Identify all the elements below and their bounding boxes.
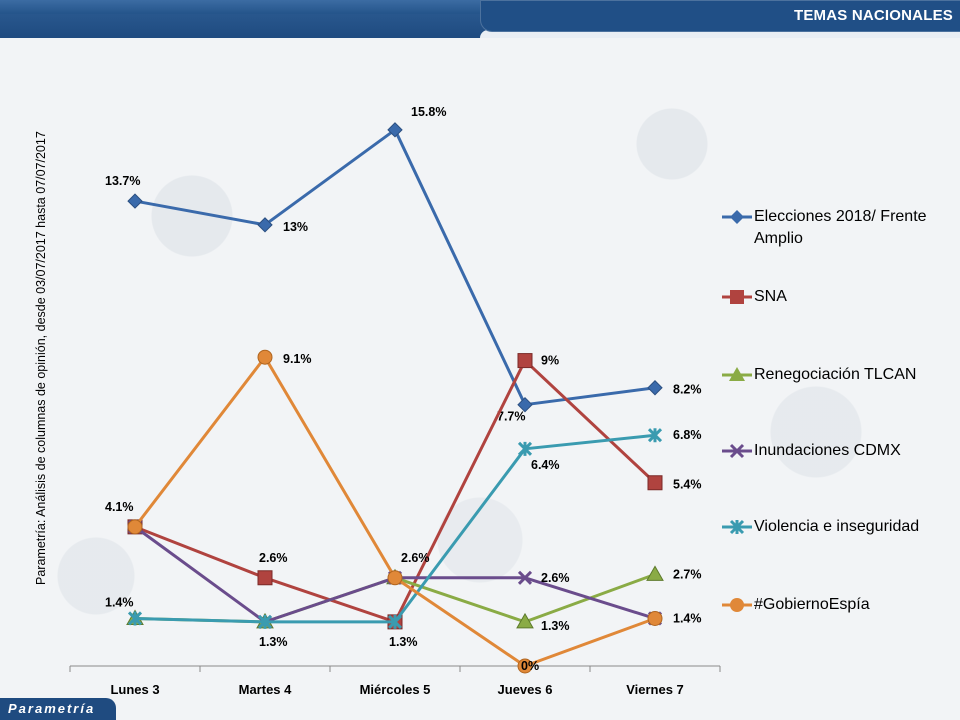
data-label: 13% bbox=[283, 220, 308, 234]
data-label: 15.8% bbox=[411, 105, 446, 119]
data-point bbox=[387, 614, 403, 629]
data-label: 1.4% bbox=[673, 611, 702, 625]
legend-label: Elecciones 2018/ Frente Amplio bbox=[754, 208, 927, 247]
series-line bbox=[134, 128, 656, 407]
legend-label: SNA bbox=[754, 288, 787, 305]
data-point bbox=[127, 611, 143, 626]
legend-label: Inundaciones CDMX bbox=[754, 442, 901, 459]
legend-label: Renegociación TLCAN bbox=[754, 366, 917, 383]
data-point bbox=[257, 614, 273, 629]
header-band-left bbox=[0, 0, 480, 14]
data-point bbox=[257, 349, 273, 365]
legend-item: Violencia e inseguridad bbox=[722, 516, 954, 538]
x-tick-label: Jueves 6 bbox=[498, 682, 553, 697]
legend-swatch bbox=[722, 210, 752, 224]
legend-item: #GobiernoEspía bbox=[722, 594, 954, 616]
data-point bbox=[517, 396, 533, 413]
legend-marker bbox=[730, 290, 744, 304]
data-label: 1.4% bbox=[105, 595, 134, 609]
data-label: 6.4% bbox=[531, 458, 560, 472]
data-point bbox=[127, 519, 143, 535]
header-title-underlay bbox=[480, 30, 960, 38]
data-point bbox=[647, 380, 663, 396]
data-label: 4.1% bbox=[105, 500, 134, 514]
legend-item: Inundaciones CDMX bbox=[722, 440, 954, 462]
legend-label: Violencia e inseguridad bbox=[754, 518, 920, 535]
data-point bbox=[517, 441, 533, 456]
page-title: TEMAS NACIONALES bbox=[793, 7, 953, 24]
data-label: 2.7% bbox=[673, 567, 702, 581]
brand-logo: Parametría bbox=[0, 698, 116, 720]
data-label: 1.3% bbox=[259, 635, 288, 649]
data-label: 1.3% bbox=[541, 619, 570, 633]
x-tick-label: Viernes 7 bbox=[626, 682, 684, 697]
data-point bbox=[647, 475, 663, 491]
data-point bbox=[517, 353, 533, 369]
legend-swatch bbox=[722, 290, 752, 304]
data-label: 9% bbox=[541, 354, 559, 368]
legend-item: Renegociación TLCAN bbox=[722, 364, 954, 386]
data-label: 2.6% bbox=[401, 551, 430, 565]
data-point bbox=[127, 193, 143, 209]
data-point bbox=[517, 658, 533, 674]
data-point bbox=[387, 570, 403, 586]
legend-swatch bbox=[722, 443, 752, 459]
legend-marker bbox=[729, 519, 745, 535]
legend-item: SNA bbox=[722, 286, 954, 308]
data-point bbox=[646, 565, 664, 581]
data-point bbox=[257, 570, 273, 586]
legend-swatch bbox=[722, 598, 752, 612]
legend-marker bbox=[729, 367, 745, 381]
data-label: 6.8% bbox=[673, 428, 702, 442]
data-label: 7.7% bbox=[497, 410, 526, 424]
data-label: 13.7% bbox=[105, 174, 140, 188]
legend-marker bbox=[730, 210, 744, 224]
legend-swatch bbox=[722, 519, 752, 535]
data-point bbox=[647, 428, 663, 443]
data-point bbox=[387, 122, 403, 138]
data-point bbox=[647, 610, 663, 626]
data-label: 9.1% bbox=[283, 352, 312, 366]
data-label: 8.2% bbox=[673, 383, 702, 397]
x-tick-label: Miércoles 5 bbox=[360, 682, 431, 697]
header-title-box: TEMAS NACIONALES bbox=[480, 0, 960, 32]
legend-item: Elecciones 2018/ Frente Amplio bbox=[722, 206, 954, 250]
data-point bbox=[517, 570, 533, 585]
legend-swatch bbox=[722, 367, 752, 381]
data-point bbox=[257, 217, 273, 233]
data-label: 2.6% bbox=[541, 571, 570, 585]
x-tick-label: Martes 4 bbox=[239, 682, 293, 697]
data-point bbox=[516, 612, 534, 629]
legend-marker bbox=[729, 443, 745, 459]
legend-label: #GobiernoEspía bbox=[754, 596, 870, 613]
legend-marker bbox=[730, 598, 744, 612]
data-label: 2.6% bbox=[259, 551, 288, 565]
data-label: 1.3% bbox=[389, 635, 418, 649]
x-tick-label: Lunes 3 bbox=[110, 682, 159, 697]
data-label: 0% bbox=[521, 659, 539, 673]
data-label: 5.4% bbox=[673, 478, 702, 492]
